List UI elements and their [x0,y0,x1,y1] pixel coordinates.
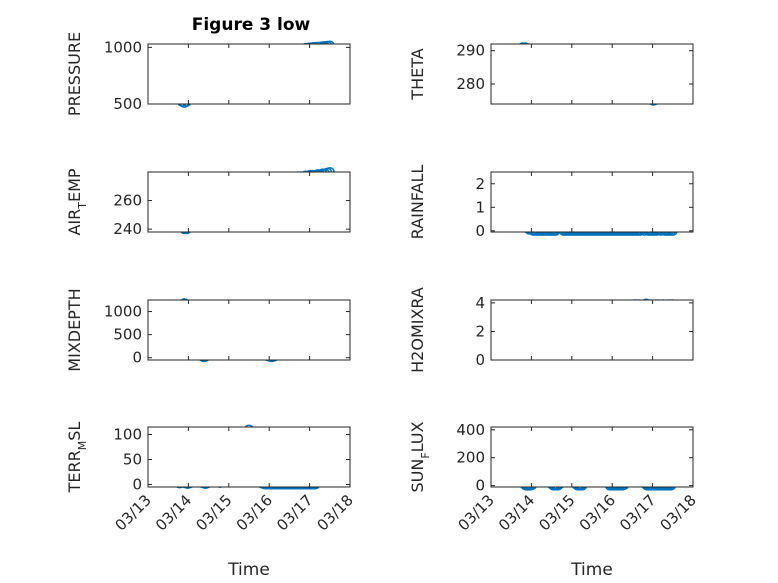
y-tick-label: 1 [475,198,485,216]
y-axis-label-subscript: F [419,452,432,458]
y-tick-label: 1000 [104,303,142,321]
axes-frame [490,43,694,105]
y-tick-label: 0 [475,477,485,495]
y-axis-label-main: THETA [408,48,427,100]
x-axis-label: Time [227,560,270,580]
axes-frame [147,171,351,233]
subplot-pressure: 500 1000 PRESSURE [65,32,351,116]
subplot-h2omixra: 0 2 4 H2OMIXRA [408,287,694,373]
y-axis-label-main: RAINFALL [408,165,427,240]
y-axis-label-rest: EMP [65,168,84,202]
y-axis-label-subscript: T [76,202,89,210]
y-tick-label: 2 [475,175,485,193]
figure-title: Figure 3 low [192,15,311,35]
y-axis-label-main: SUN [408,459,427,493]
y-axis-label: TERRMSL [65,422,89,494]
y-tick-label: 240 [113,220,142,238]
y-tick-label: 0 [475,222,485,240]
y-tick-label: 400 [456,421,485,439]
subplot-theta: 280 290 THETA [408,42,694,106]
axes-frame [147,426,351,488]
y-axis-label: AIRTEMP [65,168,89,235]
subplot-mixdepth: 0 500 1000 MIXDEPTH [65,288,351,372]
subplot-rainfall: 0 1 2 RAINFALL [408,165,694,240]
y-tick-label: 0 [132,476,142,494]
subplot-air-temp: 240 260 AIRTEMP [65,166,351,238]
x-axis-label: Time [570,560,613,580]
y-axis-label-main: PRESSURE [65,32,84,116]
y-axis-label: SUNFLUX [408,421,432,492]
y-axis-label: MIXDEPTH [65,288,84,371]
y-tick-label: 500 [113,326,142,344]
axes-frame [147,299,351,361]
y-axis-label-main: H2OMIXRA [408,287,427,373]
y-tick-label: 2 [475,322,485,340]
y-axis-label: PRESSURE [65,32,84,116]
y-axis-label-rest: LUX [408,421,427,452]
y-axis-label-main: AIR [65,209,84,236]
y-tick-label: 260 [113,192,142,210]
y-axis-label: H2OMIXRA [408,287,427,373]
y-tick-label: 500 [113,95,142,113]
axes-frame [490,171,694,233]
y-axis-label-main: TERR [65,450,84,493]
y-tick-label: 200 [456,449,485,467]
y-tick-label: 290 [456,42,485,60]
y-tick-label: 4 [475,294,485,312]
y-tick-label: 0 [132,349,142,367]
axes-frame [490,426,694,488]
y-tick-label: 280 [456,75,485,93]
y-tick-label: 100 [113,426,142,444]
y-axis-label-main: MIXDEPTH [65,288,84,371]
y-axis-label: THETA [408,48,427,100]
axes-frame [147,43,351,105]
axes-frame [490,299,694,361]
y-axis-label-subscript: M [76,441,89,451]
y-axis-label: RAINFALL [408,165,427,240]
y-axis-label-rest: SL [65,422,84,441]
y-tick-label: 0 [475,351,485,369]
y-tick-label: 1000 [104,38,142,56]
y-tick-label: 50 [123,451,142,469]
